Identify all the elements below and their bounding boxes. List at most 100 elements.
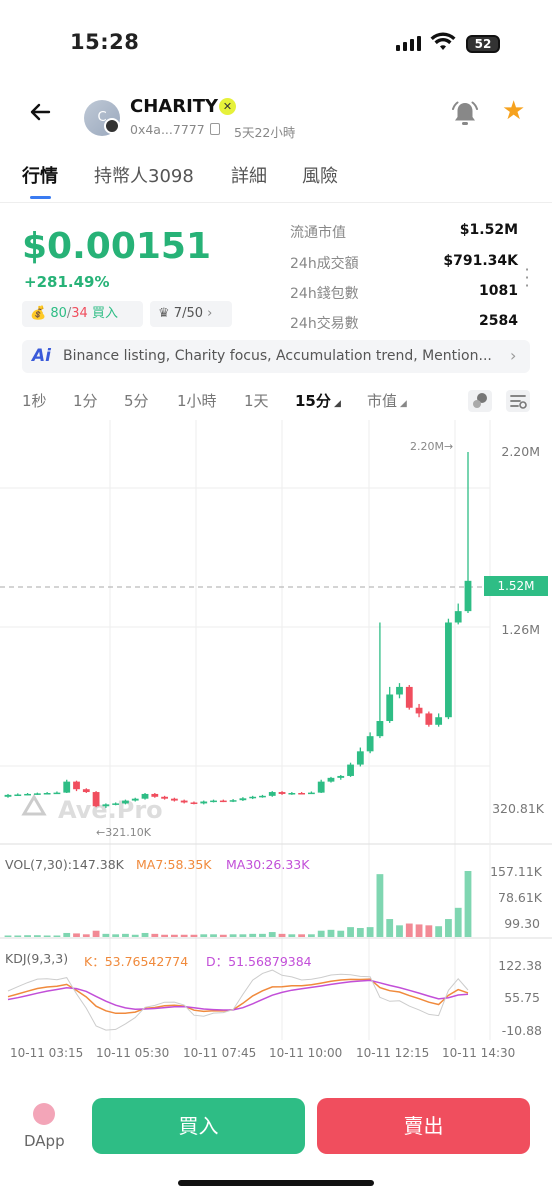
bell-icon[interactable] — [452, 100, 478, 132]
tab-market[interactable]: 行情 — [22, 166, 58, 187]
interval-5m[interactable]: 5分 — [124, 392, 149, 410]
chip-separator: / — [66, 306, 72, 321]
tab-risk[interactable]: 風險 — [302, 166, 338, 187]
buy-sell-chip[interactable]: 💰 80/34 買入 — [22, 301, 143, 327]
volume-bar — [190, 934, 198, 937]
volume-bar — [464, 871, 472, 937]
candle-body — [425, 713, 433, 725]
volume-bar — [229, 934, 237, 937]
rank-chip[interactable]: ♛ 7/50 › — [150, 301, 232, 327]
price-change: +281.49% — [24, 273, 110, 291]
candle-body — [249, 796, 257, 799]
volume-bar — [4, 935, 12, 937]
more-vertical-icon[interactable]: · · · — [524, 260, 530, 295]
candle-body — [102, 804, 110, 807]
dapp-icon[interactable] — [33, 1103, 55, 1125]
volume-bar — [161, 934, 168, 937]
copy-icon[interactable] — [210, 123, 220, 135]
candle-body — [73, 781, 80, 790]
interval-1d[interactable]: 1天 — [244, 392, 269, 410]
volume-bar — [112, 934, 120, 937]
dropdown-triangle-icon: ◢ — [330, 399, 341, 409]
tab-holders[interactable]: 持幣人3098 — [94, 166, 194, 187]
volume-bar — [33, 935, 41, 937]
candle-body — [4, 794, 12, 797]
candle-body — [386, 694, 394, 722]
battery-icon: 52 — [466, 35, 500, 53]
volume-bar — [122, 933, 129, 937]
volume-bar — [327, 929, 335, 937]
token-name: CHARITY — [130, 96, 219, 117]
dropdown-triangle-icon: ◢ — [397, 399, 407, 409]
interval-1s[interactable]: 1秒 — [22, 392, 47, 410]
sell-button[interactable]: 賣出 — [317, 1098, 530, 1154]
dapp-label[interactable]: DApp — [24, 1132, 65, 1150]
candle-body — [219, 800, 227, 803]
volume-bar — [63, 932, 71, 937]
candle-body — [141, 793, 149, 799]
volume-bar — [14, 935, 22, 937]
candle-body — [180, 800, 188, 803]
signal-icon — [396, 36, 421, 51]
volume-bar — [347, 927, 354, 937]
interval-15m[interactable]: 15分 ◢ — [295, 390, 341, 411]
candle-body — [298, 792, 306, 795]
high-marker: 2.20M→ — [410, 440, 454, 453]
time-label: 10-11 10:00 — [269, 1046, 343, 1060]
chart-settings-icon[interactable] — [506, 390, 530, 412]
candle-body — [445, 622, 452, 718]
metric-selector[interactable]: 市值 ◢ — [367, 390, 407, 411]
watermark-logo-icon — [21, 794, 47, 816]
rank-value: 7/50 — [173, 306, 203, 321]
candle-body — [454, 611, 462, 623]
candle-body — [229, 800, 237, 802]
kdj-d-legend: D：51.56879384 — [206, 954, 312, 969]
interval-15m-label: 15分 — [295, 392, 331, 410]
kdj-axis-low: -10.88 — [501, 1023, 542, 1038]
buy-button[interactable]: 買入 — [92, 1098, 305, 1154]
candle-body — [356, 751, 364, 765]
candle-body — [464, 580, 472, 612]
candle-body — [317, 781, 325, 793]
time-label: 10-11 12:15 — [356, 1046, 430, 1060]
candle-body — [239, 798, 247, 801]
volume-bar — [210, 934, 217, 937]
candle-body — [396, 686, 403, 695]
volume-bar — [415, 924, 423, 937]
candle-body — [278, 792, 286, 794]
volume-bar — [43, 935, 51, 937]
interval-1m[interactable]: 1分 — [73, 392, 98, 410]
back-arrow-icon[interactable] — [28, 100, 52, 129]
candle-body — [337, 775, 345, 778]
volume-bar — [170, 934, 178, 937]
kdj-j-line — [7, 969, 469, 1031]
stat-value-trades: 2584 — [479, 313, 518, 329]
interval-1h[interactable]: 1小時 — [177, 392, 217, 410]
ai-logo-icon: Ai — [32, 346, 51, 366]
tab-details[interactable]: 詳細 — [231, 166, 267, 187]
kdj-k-legend: K：53.76542774 — [84, 954, 189, 969]
volume-bar — [102, 933, 110, 937]
indicator-icon[interactable] — [468, 390, 492, 412]
candle-body — [33, 793, 41, 795]
candle-body — [122, 800, 129, 804]
volume-bar — [268, 932, 276, 937]
favorite-star-icon[interactable]: ★ — [502, 96, 526, 126]
wifi-icon — [430, 32, 456, 56]
volume-bar — [288, 934, 296, 937]
candlestick-chart[interactable]: Ave.Pro — [0, 420, 552, 1060]
candle-body — [366, 736, 374, 752]
home-indicator — [178, 1180, 374, 1186]
kdj-k-line — [7, 978, 469, 1015]
volume-bar — [131, 934, 139, 937]
volume-bar — [366, 927, 374, 937]
chain-badge-icon — [104, 118, 120, 134]
volume-bar — [239, 934, 247, 937]
price-axis-mid: 1.26M — [501, 622, 540, 637]
volume-bar — [24, 935, 31, 937]
stat-label-volume: 24h成交額 — [290, 256, 359, 272]
candle-body — [112, 803, 120, 805]
volume-bar — [73, 933, 80, 937]
candle-body — [210, 800, 217, 803]
ai-summary-bar[interactable] — [22, 340, 530, 373]
